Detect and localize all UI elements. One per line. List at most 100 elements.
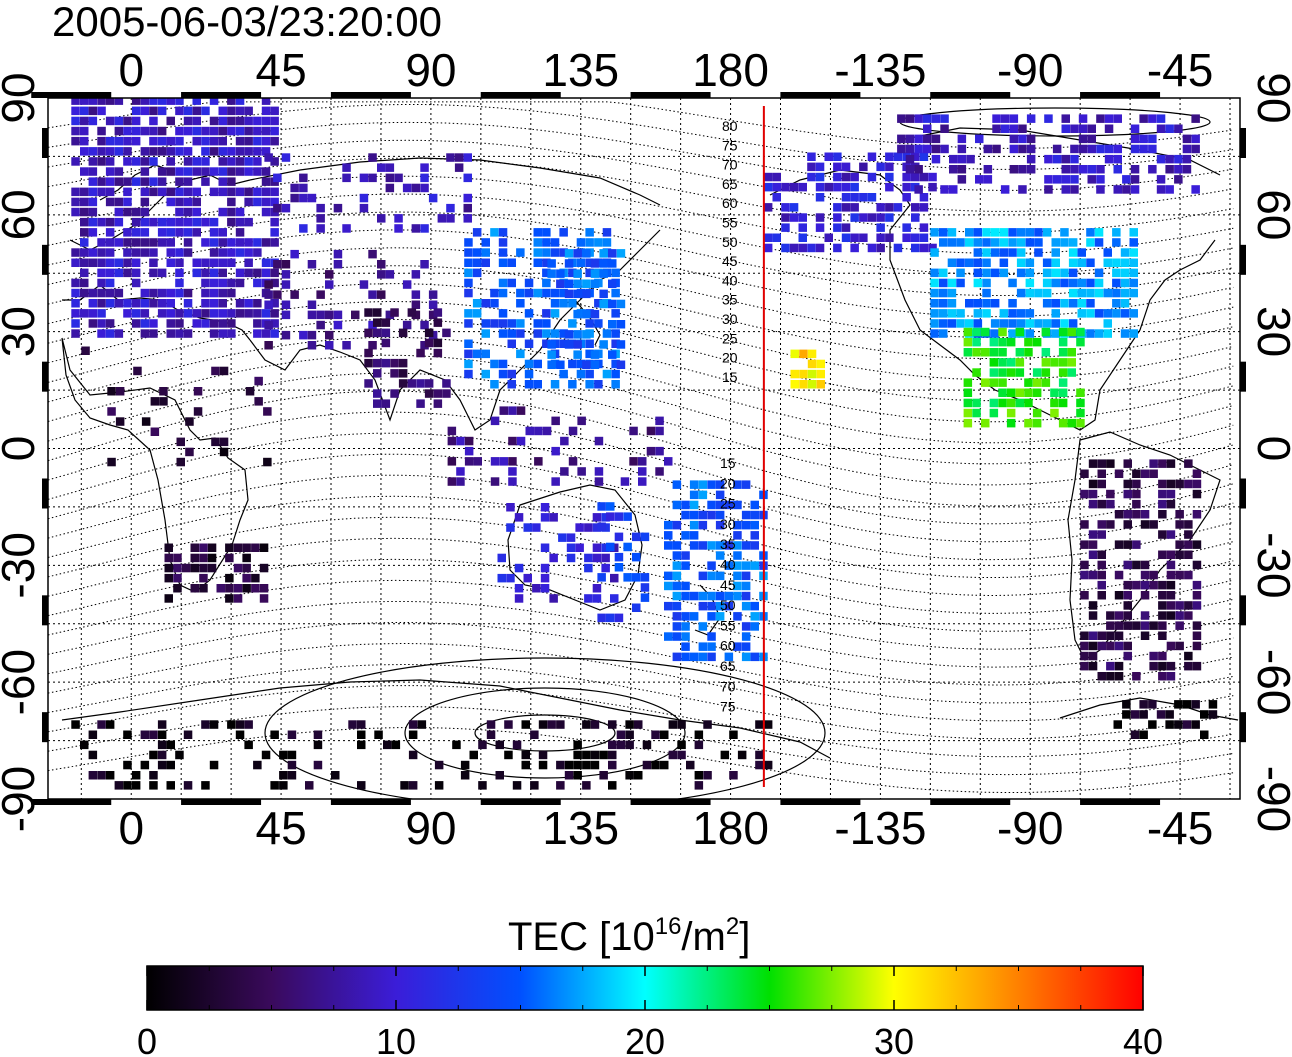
top-lon-label: 135 xyxy=(542,44,619,96)
tec-pixel xyxy=(1000,114,1010,123)
tec-pixel xyxy=(313,740,323,750)
tec-pixel xyxy=(157,217,167,227)
tec-pixel xyxy=(1032,408,1042,418)
bottom-lon-label: -45 xyxy=(1147,802,1213,854)
tec-pixel xyxy=(428,310,438,320)
tec-pixel xyxy=(105,197,115,207)
tec-pixel xyxy=(876,233,885,242)
tec-pixel xyxy=(1018,185,1027,194)
tec-pixel xyxy=(183,106,193,116)
tec-pixel xyxy=(1068,258,1078,267)
tec-pixel xyxy=(131,98,141,105)
tec-pixel xyxy=(351,310,360,320)
top-tick-bar xyxy=(330,92,411,98)
tec-pixel xyxy=(611,268,620,278)
tec-pixel xyxy=(1088,489,1098,499)
tec-pixel xyxy=(437,214,447,223)
tec-pixel xyxy=(253,248,262,257)
tec-pixel xyxy=(199,584,208,593)
tec-pixel xyxy=(841,193,851,202)
tec-pixel xyxy=(902,223,911,232)
tec-pixel xyxy=(582,309,591,319)
tec-pixel xyxy=(411,300,421,309)
tec-pixel xyxy=(287,771,297,780)
tec-pixel xyxy=(227,288,236,298)
tec-pixel xyxy=(694,781,704,790)
tec-pixel xyxy=(166,187,175,197)
tec-pixel xyxy=(724,601,734,611)
tec-pixel xyxy=(973,268,983,278)
tec-pixel xyxy=(905,114,915,123)
tec-pixel xyxy=(990,238,1000,247)
tec-pixel xyxy=(140,126,150,136)
tec-pixel xyxy=(611,369,620,379)
tec-pixel xyxy=(381,399,391,408)
tec-pixel xyxy=(1114,611,1124,620)
tec-pixel xyxy=(1050,388,1059,397)
tec-pixel xyxy=(1123,479,1132,489)
tec-pixel xyxy=(841,203,851,212)
tec-pixel xyxy=(672,541,682,550)
tec-pixel xyxy=(893,243,903,253)
tec-pixel xyxy=(1060,228,1069,237)
tec-pixel xyxy=(299,224,308,233)
tec-pixel xyxy=(694,740,704,750)
tec-pixel xyxy=(999,319,1009,328)
bottom-lon-label: 90 xyxy=(405,802,456,854)
tec-pixel xyxy=(201,157,210,166)
tec-pixel xyxy=(1122,700,1131,709)
mlat-contour xyxy=(48,558,1234,650)
tec-pixel xyxy=(1112,278,1121,288)
tec-pixel xyxy=(1120,329,1130,338)
tec-pixel xyxy=(235,187,245,197)
tec-pixel xyxy=(498,359,508,369)
tec-pixel xyxy=(940,124,949,133)
tec-pixel xyxy=(1050,358,1059,367)
tec-pixel xyxy=(573,279,582,288)
tec-pixel xyxy=(1080,520,1089,529)
tec-pixel xyxy=(1149,580,1158,590)
tec-pixel xyxy=(1008,238,1017,247)
tec-pixel xyxy=(1132,580,1141,590)
tec-pixel xyxy=(123,258,132,267)
tec-pixel xyxy=(1076,418,1085,428)
tec-pixel xyxy=(508,467,517,476)
tec-pixel xyxy=(677,740,686,750)
tec-pixel xyxy=(1158,580,1167,590)
tec-pixel xyxy=(242,563,251,573)
tec-pixel xyxy=(1174,700,1183,709)
tec-pixel xyxy=(390,369,399,378)
tec-pixel xyxy=(1070,124,1079,133)
tec-pixel xyxy=(201,136,210,146)
tec-pixel xyxy=(715,541,725,550)
tec-pixel xyxy=(508,477,517,486)
tec-pixel xyxy=(798,223,807,232)
tec-pixel xyxy=(1175,510,1184,519)
tec-pixel xyxy=(209,299,219,308)
tec-pixel xyxy=(724,652,734,662)
tec-pixel xyxy=(1008,319,1017,328)
tec-pixel xyxy=(377,270,386,279)
tec-pixel xyxy=(1156,114,1166,123)
mlat-label-south: 70 xyxy=(720,678,736,694)
tec-pixel xyxy=(1158,499,1167,509)
tec-pixel xyxy=(290,249,299,259)
tec-pixel xyxy=(325,310,334,320)
tec-pixel xyxy=(1129,238,1138,247)
tec-pixel xyxy=(1113,720,1122,729)
bottom-tick-bar xyxy=(181,799,262,805)
tec-pixel xyxy=(524,359,534,369)
tec-pixel xyxy=(123,299,132,308)
tec-pixel xyxy=(342,173,351,183)
tec-pixel xyxy=(201,278,210,288)
tec-pixel xyxy=(199,563,208,573)
tec-pixel xyxy=(463,203,472,213)
tec-pixel xyxy=(273,260,282,269)
tec-pixel xyxy=(149,126,158,136)
tec-pixel xyxy=(227,258,236,267)
colorbar-title: TEC [1016/m2] xyxy=(508,913,750,959)
tec-pixel xyxy=(1060,319,1069,328)
tec-pixel xyxy=(251,543,260,552)
tec-pixel xyxy=(930,299,939,308)
tec-pixel xyxy=(1080,661,1089,671)
